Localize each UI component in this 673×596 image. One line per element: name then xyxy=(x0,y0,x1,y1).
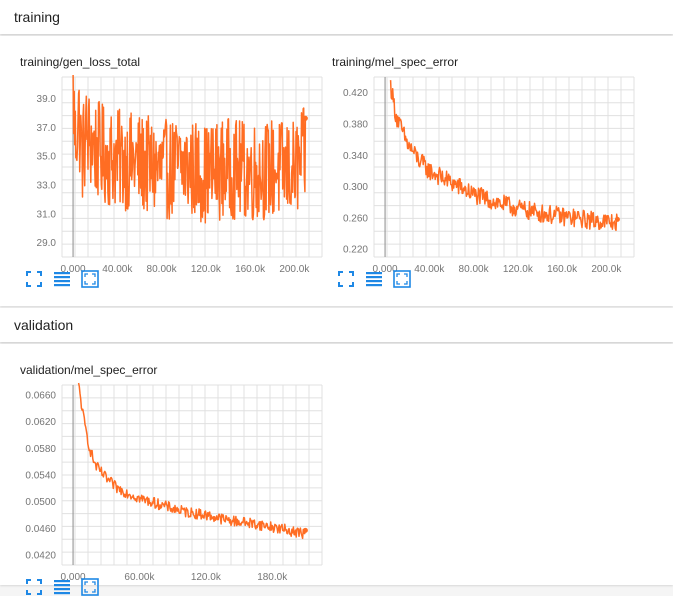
x-tick-label: 40.00k xyxy=(414,264,445,275)
series-line xyxy=(77,382,307,540)
line-chart[interactable]: 0.220 0.260 0.300 0.340 0.380 0.420 0.000 40.00… xyxy=(312,71,635,275)
y-tick-label: 31.0 xyxy=(37,209,57,220)
y-tick-label: 0.220 xyxy=(343,245,368,256)
series-end-point xyxy=(302,527,308,533)
y-tick-label: 0.340 xyxy=(343,151,368,162)
y-tick-label: 0.0540 xyxy=(25,471,56,482)
y-tick-label: 0.0660 xyxy=(25,391,56,402)
y-tick-label: 33.0 xyxy=(37,181,57,192)
x-tick-label: 160.0k xyxy=(235,264,266,275)
series-line xyxy=(72,74,307,224)
y-tick-label: 0.0580 xyxy=(25,444,56,455)
section-title: validation xyxy=(14,317,74,333)
x-tick-label: 40.00k xyxy=(102,264,133,275)
fullscreen-icon[interactable] xyxy=(25,270,43,288)
chart-title: training/mel_spec_error xyxy=(332,55,459,69)
list-icon[interactable] xyxy=(53,270,71,288)
y-tick-label: 0.0500 xyxy=(25,497,56,508)
y-tick-label: 39.0 xyxy=(37,94,57,105)
x-tick-label: 200.0k xyxy=(279,264,310,275)
list-icon[interactable] xyxy=(365,270,383,288)
y-tick-label: 0.0420 xyxy=(25,551,56,562)
list-icon[interactable] xyxy=(53,578,71,596)
chart-card-validation-mel-spec-error: validation/mel_spec_error 0.0420 0.0460 0.… xyxy=(0,349,323,596)
x-tick-label: 60.00k xyxy=(124,572,155,583)
y-tick-label: 0.260 xyxy=(343,213,368,224)
series-end-point xyxy=(302,115,308,121)
grid xyxy=(61,384,323,566)
series-end-point xyxy=(614,216,620,222)
training-section-body: training/gen_loss_total 29.0 31.0 33.0 35.0… xyxy=(0,36,673,306)
x-tick-label: 80.00k xyxy=(459,264,490,275)
x-tick-label: 160.0k xyxy=(547,264,578,275)
y-tick-label: 0.0460 xyxy=(25,524,56,535)
y-tick-label: 37.0 xyxy=(37,123,57,134)
x-tick-label: 0.000 xyxy=(61,572,86,583)
x-tick-label: 0.000 xyxy=(373,264,398,275)
fullscreen-icon[interactable] xyxy=(337,270,355,288)
y-tick-label: 0.380 xyxy=(343,119,368,130)
x-tick-label: 120.0k xyxy=(191,572,222,583)
x-tick-label: 0.000 xyxy=(61,264,86,275)
x-tick-label: 120.0k xyxy=(503,264,534,275)
validation-section-body: validation/mel_spec_error 0.0420 0.0460 0.… xyxy=(0,344,673,596)
validation-section-header[interactable]: validation xyxy=(0,308,673,342)
chart-card-gen-loss-total: training/gen_loss_total 29.0 31.0 33.0 35.0… xyxy=(0,41,323,288)
series-line xyxy=(389,80,619,232)
line-chart[interactable]: 29.0 31.0 33.0 35.0 37.0 39.0 0.000 40.00k 80.00… xyxy=(0,71,323,275)
chart-card-mel-spec-error: training/mel_spec_error 0.220 0.260 0.300 0… xyxy=(312,41,635,288)
y-tick-label: 0.300 xyxy=(343,182,368,193)
grid xyxy=(373,76,635,258)
y-tick-label: 35.0 xyxy=(37,152,57,163)
chart-title: training/gen_loss_total xyxy=(20,55,141,69)
fit-domain-icon[interactable] xyxy=(393,270,411,288)
y-tick-label: 0.420 xyxy=(343,88,368,99)
fit-domain-icon[interactable] xyxy=(81,578,99,596)
y-tick-label: 0.0620 xyxy=(25,417,56,428)
x-tick-label: 120.0k xyxy=(191,264,222,275)
y-tick-label: 29.0 xyxy=(37,238,57,249)
line-chart[interactable]: 0.0420 0.0460 0.0500 0.0540 0.0580 0.0620 0.06… xyxy=(0,379,323,583)
training-section-header[interactable]: training xyxy=(0,0,673,34)
fit-domain-icon[interactable] xyxy=(81,270,99,288)
chart-title: validation/mel_spec_error xyxy=(20,363,158,377)
fullscreen-icon[interactable] xyxy=(25,578,43,596)
section-title: training xyxy=(14,9,60,25)
x-tick-label: 180.0k xyxy=(257,572,288,583)
x-tick-label: 80.00k xyxy=(147,264,178,275)
x-tick-label: 200.0k xyxy=(591,264,622,275)
